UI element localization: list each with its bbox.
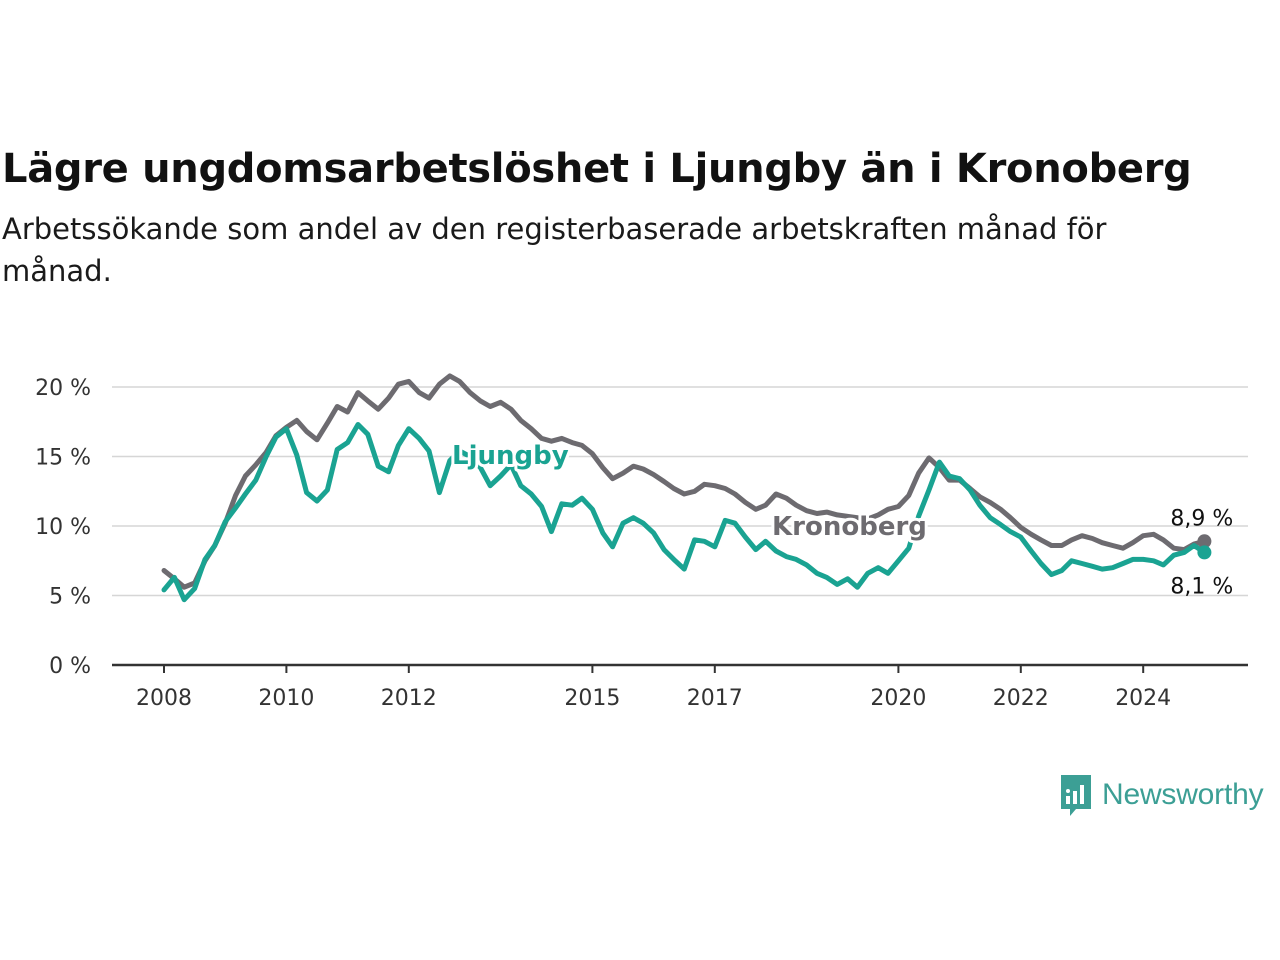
series-line-kronoberg — [161, 373, 1207, 590]
y-tick-label: 0 % — [49, 654, 91, 679]
series-line-ljungby — [161, 422, 1207, 603]
x-tick-label: 2015 — [564, 686, 620, 711]
chart-title: Lägre ungdomsarbetslöshet i Ljungby än i… — [2, 146, 1192, 192]
x-tick-label: 2017 — [687, 686, 743, 711]
y-tick-label: 10 % — [35, 515, 91, 540]
x-tick-label: 2024 — [1115, 686, 1171, 711]
gridlines — [112, 386, 1248, 597]
y-tick-label: 20 % — [35, 376, 91, 401]
end-markers: 8,9 % 8,1 % — [1170, 506, 1233, 599]
newsworthy-logo-icon — [1061, 775, 1091, 816]
y-tick-label: 5 % — [49, 585, 91, 610]
end-label-kronoberg: 8,9 % — [1170, 506, 1233, 531]
y-tick-label: 15 % — [35, 446, 91, 471]
x-tick-label: 2022 — [993, 686, 1049, 711]
x-tick-label: 2008 — [136, 686, 192, 711]
end-point-kronoberg — [1197, 534, 1212, 549]
x-axis-ticks: 2008 2010 2012 2015 2017 2020 2022 2024 — [136, 665, 1171, 711]
x-tick-label: 2010 — [258, 686, 314, 711]
x-tick-label: 2020 — [870, 686, 926, 711]
y-axis-tick-labels: 0 % 5 % 10 % 15 % 20 % — [35, 376, 91, 679]
line-chart: 0 %5 %10 %15 %20 % 2008 2010 2012 2015 2017 2… — [35, 373, 1248, 711]
x-tick-label: 2012 — [381, 686, 437, 711]
series-lines — [161, 373, 1207, 603]
brand-name: Newsworthy — [1102, 778, 1264, 811]
series-label-kronoberg: Kronoberg — [772, 512, 927, 542]
end-point-ljungby — [1197, 545, 1212, 560]
end-label-ljungby: 8,1 % — [1170, 574, 1233, 599]
series-label-ljungby: Ljungby — [452, 441, 569, 471]
chart-subtitle: Arbetssökande som andel av den registerb… — [2, 212, 1107, 288]
brand-logo: Newsworthy — [1058, 772, 1264, 818]
